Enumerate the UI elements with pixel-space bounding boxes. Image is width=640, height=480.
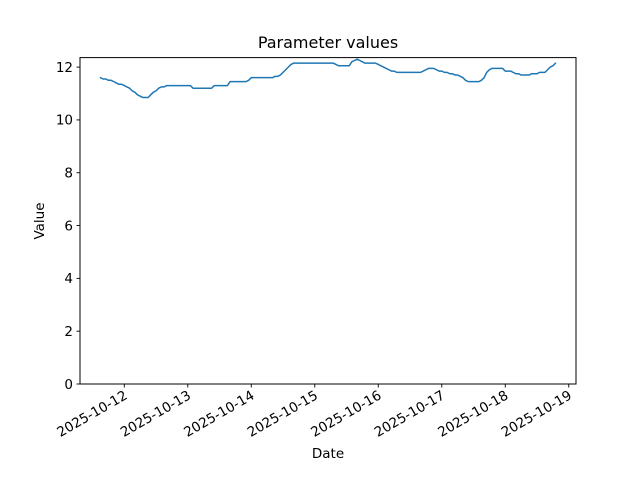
y-axis-label: Value bbox=[32, 202, 48, 240]
axes-border bbox=[79, 57, 577, 385]
x-tick-label: 2025-10-15 bbox=[245, 388, 321, 441]
x-tick-label: 2025-10-14 bbox=[181, 388, 257, 441]
x-axis-label: Date bbox=[311, 446, 345, 462]
y-tick-label: 8 bbox=[64, 166, 73, 182]
y-tick-label: 0 bbox=[64, 377, 73, 393]
y-tick-label: 10 bbox=[56, 113, 73, 129]
y-tick-label: 6 bbox=[64, 218, 73, 234]
y-tick-label: 12 bbox=[56, 60, 73, 76]
x-tick-label: 2025-10-13 bbox=[118, 388, 194, 441]
x-tick-label: 2025-10-16 bbox=[308, 388, 384, 441]
x-tick-label: 2025-10-18 bbox=[435, 388, 511, 441]
x-tick-label: 2025-10-19 bbox=[499, 388, 575, 441]
y-tick-label: 2 bbox=[64, 324, 73, 340]
data-line bbox=[99, 58, 557, 99]
y-tick-label: 4 bbox=[64, 271, 73, 287]
x-tick-label: 2025-10-17 bbox=[372, 388, 448, 441]
chart-title: Parameter values bbox=[257, 33, 399, 52]
x-tick-label: 2025-10-12 bbox=[54, 388, 130, 441]
